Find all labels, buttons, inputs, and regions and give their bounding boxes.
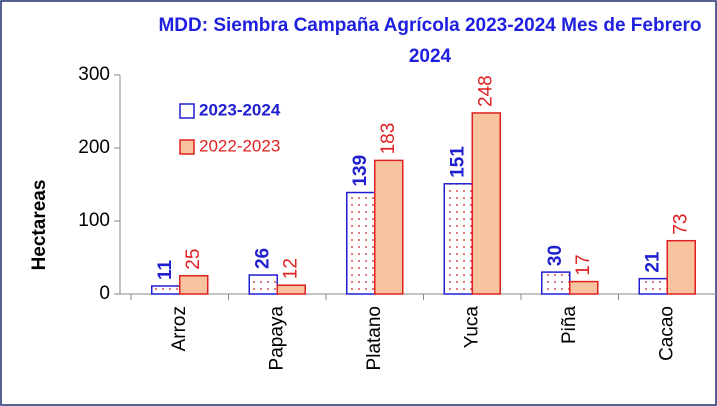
x-tick-label: Platano	[364, 306, 385, 370]
data-label: 26	[252, 248, 273, 269]
chart-title: MDD: Siembra Campaña Agrícola 2023-2024 …	[158, 15, 702, 67]
bar	[443, 183, 473, 295]
legend-swatch	[179, 103, 195, 119]
y-tick-label: 300	[78, 64, 110, 85]
x-tick-label: Piña	[559, 306, 580, 344]
x-tick-label: Arroz	[169, 306, 190, 351]
data-label: 12	[280, 258, 301, 279]
bar	[471, 112, 501, 295]
data-label: 11	[155, 259, 176, 280]
bar	[638, 277, 668, 295]
bar	[151, 285, 181, 295]
bar	[179, 275, 209, 295]
legend-label: 2022-2023	[199, 136, 280, 155]
legend-label: 2023-2024	[199, 100, 281, 119]
y-tick-label: 200	[78, 137, 110, 158]
bar	[276, 284, 306, 295]
x-tick-label: Cacao	[656, 306, 677, 361]
bar	[569, 280, 599, 295]
data-label: 183	[378, 123, 399, 155]
data-label: 25	[183, 249, 204, 270]
data-label: 30	[545, 245, 566, 266]
data-label: 248	[475, 75, 496, 107]
bar	[346, 191, 376, 295]
bar	[666, 239, 696, 295]
bar	[541, 271, 571, 295]
y-tick-label: 100	[78, 210, 110, 231]
data-label: 139	[350, 155, 371, 187]
legend-swatch	[179, 139, 195, 155]
data-label: 73	[670, 214, 691, 235]
x-tick-label: Papaya	[266, 306, 287, 371]
data-label: 21	[642, 251, 663, 273]
data-label: 151	[447, 146, 468, 178]
x-tick-label: Yuca	[461, 306, 482, 349]
bar	[248, 274, 278, 295]
data-label: 17	[573, 254, 594, 275]
bar	[374, 159, 404, 295]
y-axis-label: Hectareas	[29, 180, 50, 271]
y-tick-label: 0	[99, 283, 110, 304]
